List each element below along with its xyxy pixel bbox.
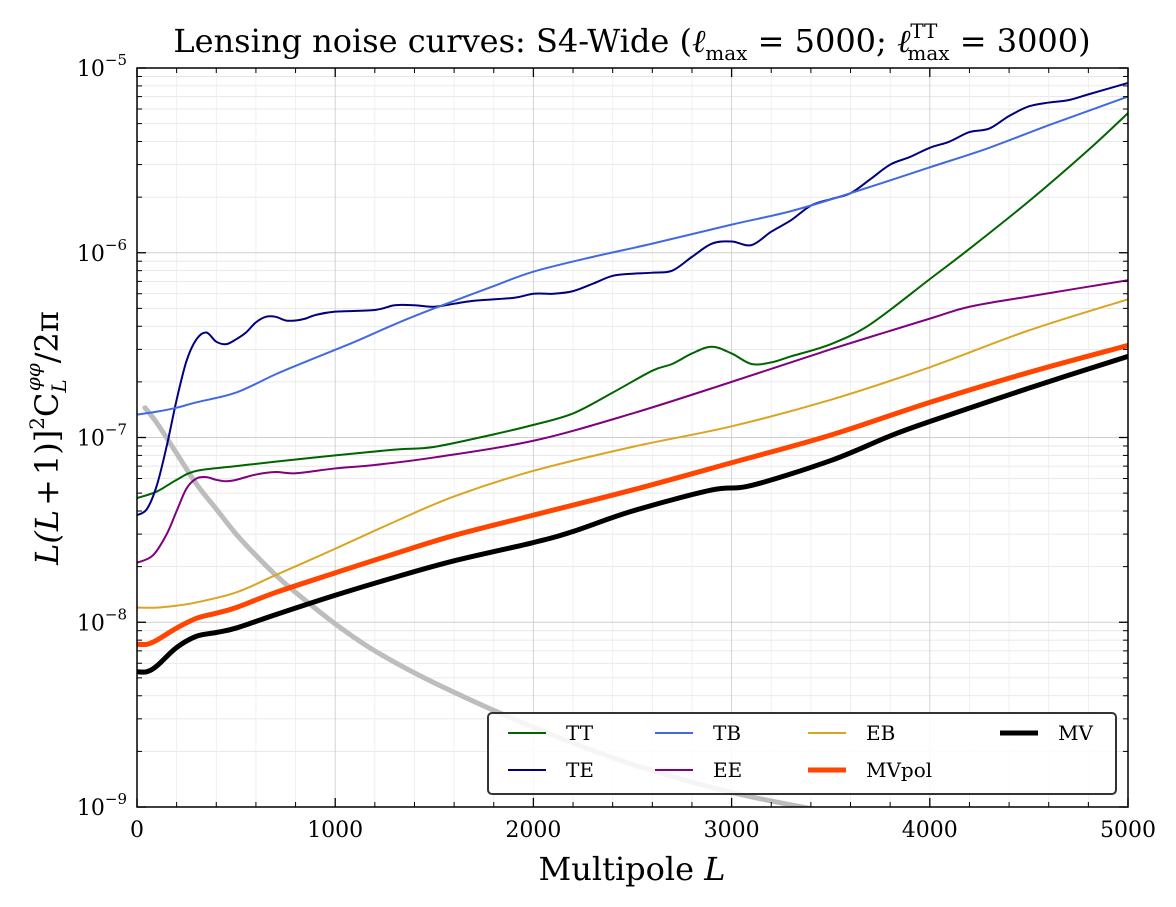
y-tick-label: 10−9 [77, 790, 127, 821]
x-tick-label: 0 [130, 818, 144, 843]
legend-label-eb: EB [866, 721, 895, 745]
legend-label-mv: MV [1058, 721, 1093, 745]
series-tb-line [137, 95, 1128, 416]
legend: TT TE TB EE EB MVpol MV [487, 712, 1117, 795]
x-tick-label: 5000 [1100, 818, 1156, 843]
series-mv-line [137, 353, 1128, 675]
y-axis-label: L(L+1)]2CLφφ/2π [21, 311, 71, 566]
x-tick-label: 3000 [704, 818, 760, 843]
x-tick-label: 1000 [307, 818, 363, 843]
y-tick-label: 10−5 [77, 51, 127, 82]
legend-label-mvpol: MVpol [866, 758, 932, 782]
legend-label-ee: EE [713, 758, 742, 782]
series-te-line [137, 81, 1128, 517]
legend-label-tb: TB [713, 721, 741, 745]
y-tick-labels: 10−9 10−8 10−7 10−6 10−5 [77, 51, 127, 821]
ticks-layer [136, 67, 1129, 808]
x-tick-label: 4000 [902, 818, 958, 843]
y-tick-label: 10−8 [77, 605, 127, 636]
x-axis-label: Multipole L [538, 850, 725, 888]
x-tick-label: 2000 [505, 818, 561, 843]
minor-grid [137, 68, 1128, 807]
series-ee-line [137, 279, 1128, 564]
legend-label-tt: TT [566, 721, 594, 745]
series-tt-line [137, 112, 1128, 500]
series-eb-line [137, 298, 1128, 609]
chart-title: Lensing noise curves: S4-Wide (ℓmax = 50… [173, 19, 1090, 65]
series-mvpol-line [137, 342, 1128, 648]
legend-label-te: TE [566, 758, 594, 782]
x-tick-labels: 0 1000 2000 3000 4000 5000 [130, 818, 1156, 843]
y-tick-label: 10−6 [77, 236, 127, 267]
y-tick-label: 10−7 [77, 421, 127, 452]
legend-box [487, 712, 1117, 795]
